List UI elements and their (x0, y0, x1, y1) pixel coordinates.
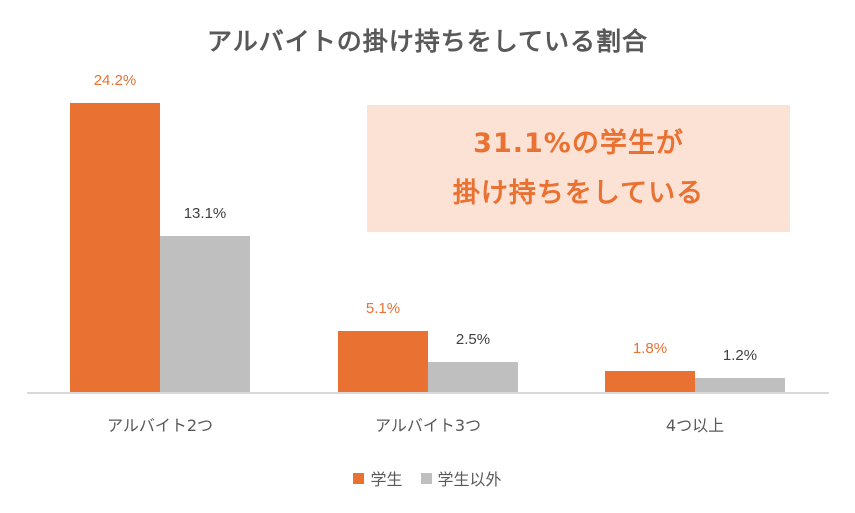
x-axis-line (27, 392, 829, 394)
callout-line-1: 31.1%の学生が (473, 127, 684, 159)
data-label: 13.1% (183, 205, 227, 222)
chart-title: アルバイトの掛け持ちをしている割合 (206, 27, 648, 56)
bar-non-students (160, 236, 250, 392)
data-label: 2.5% (455, 331, 491, 348)
bar-non-students (695, 378, 785, 392)
callout-box: 31.1%の学生が 掛け持ちをしている (367, 105, 790, 232)
category-label: アルバイト2つ (106, 416, 214, 435)
legend-label: 学生 (370, 470, 403, 489)
bar-students (338, 331, 428, 392)
data-label: 24.2% (93, 72, 137, 89)
data-label: 1.2% (722, 347, 758, 364)
legend-item-non-students: 学生以外 (420, 466, 502, 490)
category-label: アルバイト3つ (374, 416, 482, 435)
bar-students (605, 371, 695, 392)
bar-students (70, 103, 160, 392)
category-label: 4つ以上 (665, 416, 725, 435)
legend-swatch-icon (420, 472, 432, 484)
callout-line-2: 掛け持ちをしている (452, 177, 705, 209)
legend-swatch-icon (353, 472, 365, 484)
legend-item-students: 学生 (353, 466, 403, 490)
legend-label: 学生以外 (437, 470, 502, 489)
data-label: 5.1% (365, 300, 401, 317)
data-label: 1.8% (632, 340, 668, 357)
legend: 学生 学生以外 (0, 466, 855, 490)
bar-non-students (428, 362, 518, 392)
